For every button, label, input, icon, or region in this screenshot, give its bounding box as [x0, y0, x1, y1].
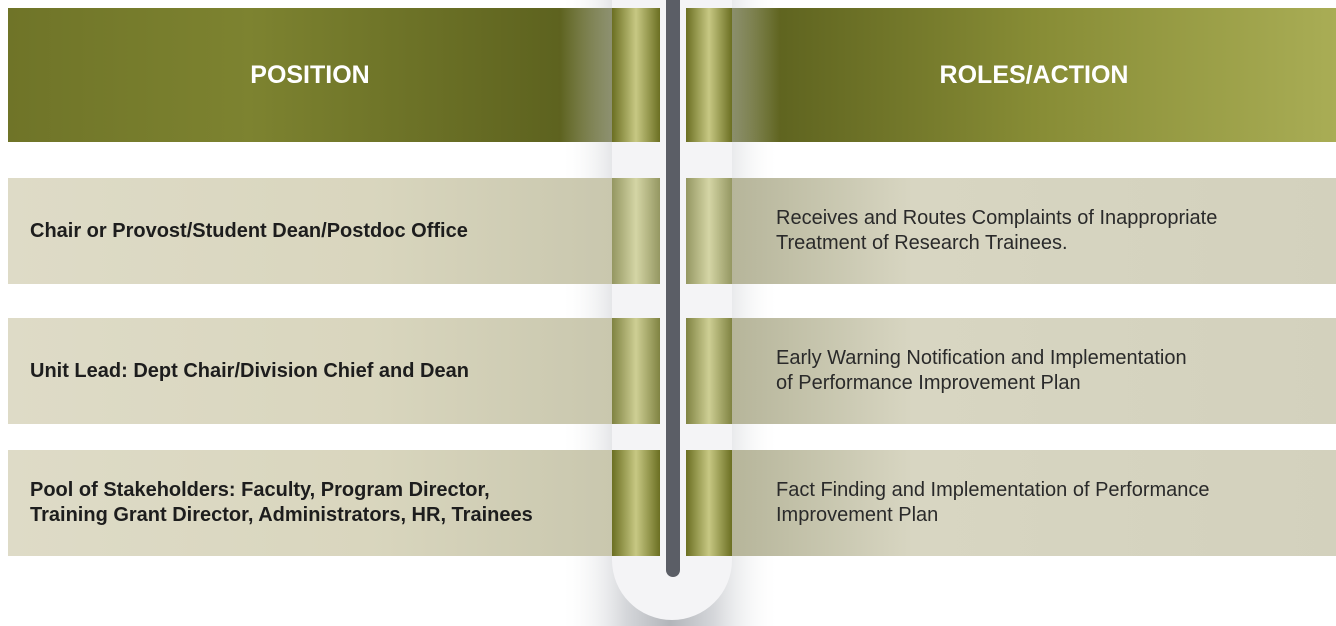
position-cell: Chair or Provost/Student Dean/Postdoc Of…	[8, 178, 612, 284]
roles-cell: Early Warning Notification and Implement…	[732, 318, 1336, 424]
cell-text: Training Grant Director, Administrators,…	[30, 504, 533, 526]
header-roles: ROLES/ACTION	[939, 60, 1129, 89]
cell-text: Unit Lead: Dept Chair/Division Chief and…	[30, 359, 469, 382]
cell-text: Improvement Plan	[776, 504, 939, 526]
cell-text: Receives and Routes Complaints of Inappr…	[776, 207, 1218, 229]
cell-text: Chair or Provost/Student Dean/Postdoc Of…	[30, 219, 468, 242]
roles-cell: Receives and Routes Complaints of Inappr…	[732, 178, 1336, 284]
header-band-left	[8, 8, 612, 142]
cell-text: Early Warning Notification and Implement…	[776, 347, 1187, 369]
position-cell: Pool of Stakeholders: Faculty, Program D…	[8, 450, 612, 556]
header-position: POSITION	[250, 60, 370, 89]
cell-text: of Performance Improvement Plan	[776, 372, 1081, 394]
cell-text: Fact Finding and Implementation of Perfo…	[776, 479, 1210, 501]
roles-cell: Fact Finding and Implementation of Perfo…	[732, 450, 1336, 556]
cell-text: Pool of Stakeholders: Faculty, Program D…	[30, 479, 490, 501]
position-cell: Unit Lead: Dept Chair/Division Chief and…	[8, 318, 612, 424]
header-band-right	[732, 8, 1336, 142]
cell-text: Treatment of Research Trainees.	[776, 232, 1068, 254]
